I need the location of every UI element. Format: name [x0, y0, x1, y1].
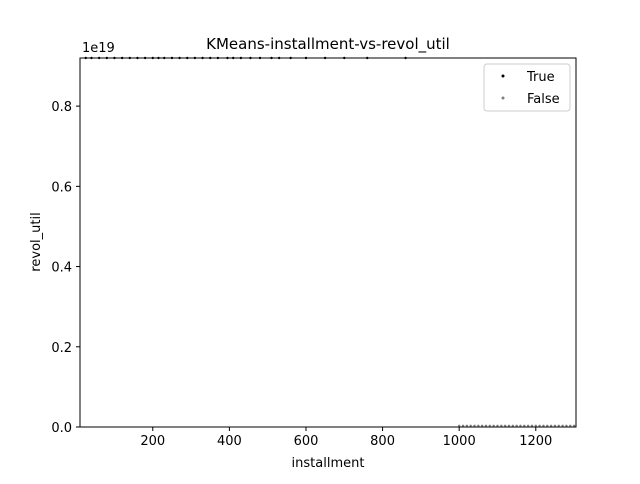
- point-false: [465, 424, 469, 427]
- point-false: [511, 424, 515, 427]
- x-tick-label: 600: [294, 434, 319, 449]
- legend-label-false: False: [527, 92, 560, 107]
- x-tick-label: 800: [370, 434, 395, 449]
- point-false: [565, 424, 568, 427]
- point-false: [534, 424, 537, 427]
- point-false: [530, 424, 534, 427]
- y-axis-label: revol_util: [29, 212, 44, 271]
- y-tick-label: 0.0: [51, 421, 72, 436]
- point-false: [572, 424, 576, 427]
- x-tick-label: 1200: [519, 434, 552, 449]
- point-false: [484, 424, 488, 427]
- y-tick-label: 0.8: [51, 100, 72, 115]
- legend: True False: [483, 63, 571, 112]
- point-false: [526, 424, 530, 427]
- point-false: [477, 424, 480, 427]
- y-tick-label: 0.2: [51, 341, 72, 356]
- point-false: [557, 424, 560, 427]
- point-false: [507, 424, 511, 427]
- point-false: [469, 424, 472, 427]
- legend-label-true: True: [526, 70, 555, 85]
- point-false: [457, 424, 461, 427]
- point-false: [473, 424, 476, 427]
- point-false: [461, 424, 465, 427]
- point-false: [496, 424, 499, 427]
- plot-area-frame: [79, 57, 577, 428]
- x-tick-label: 200: [140, 434, 165, 449]
- point-false: [553, 424, 557, 427]
- point-false: [538, 424, 541, 427]
- point-false: [492, 424, 495, 427]
- legend-box: [483, 63, 571, 112]
- y-axis-scale-note: 1e19: [82, 41, 115, 56]
- legend-marker-true: [501, 74, 505, 78]
- y-axis-ticks: 0.0 0.2 0.4 0.6 0.8: [51, 100, 80, 436]
- plot-points: [84, 56, 576, 427]
- point-false: [519, 424, 522, 427]
- x-axis-label: installment: [292, 456, 365, 471]
- x-tick-label: 400: [217, 434, 242, 449]
- y-tick-label: 0.6: [51, 180, 72, 195]
- point-false: [523, 424, 526, 427]
- point-false: [503, 424, 507, 427]
- point-false: [561, 424, 564, 427]
- point-false: [549, 424, 553, 427]
- point-false: [546, 424, 549, 427]
- x-axis-ticks: 200 400 600 800 1000 1200: [140, 427, 552, 449]
- point-false: [480, 424, 484, 427]
- point-false: [542, 424, 545, 427]
- point-false: [569, 424, 572, 427]
- x-tick-label: 1000: [443, 434, 476, 449]
- y-tick-label: 0.4: [51, 261, 72, 276]
- point-false: [515, 424, 518, 427]
- legend-marker-false: [501, 96, 505, 100]
- point-false: [488, 424, 492, 427]
- point-false: [500, 424, 503, 427]
- chart-title: KMeans-installment-vs-revol_util: [206, 35, 450, 54]
